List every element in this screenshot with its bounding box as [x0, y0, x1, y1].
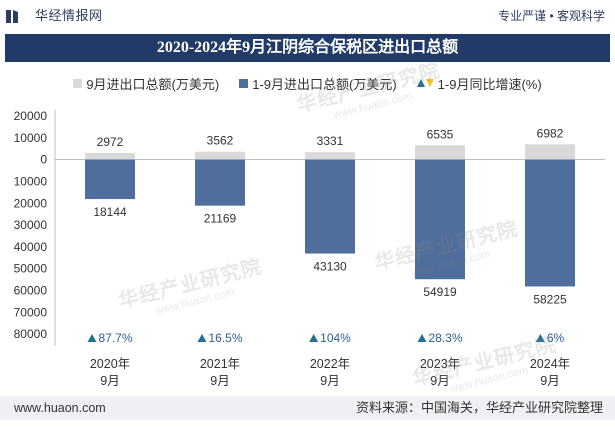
- bar-september-total: [305, 152, 355, 160]
- y-tick-label: 40000: [14, 240, 48, 254]
- value-label-september-total: 6982: [537, 126, 564, 140]
- value-label-september-total: 6535: [427, 127, 454, 141]
- legend-swatch-jan-sep-total: [239, 78, 249, 88]
- growth-label: 104%: [320, 331, 351, 345]
- x-tick-label: 2023年: [420, 357, 460, 371]
- growth-label: 6%: [547, 331, 565, 345]
- growth-label-group: 16.5%: [197, 331, 243, 345]
- growth-label-group: 87.7%: [87, 331, 133, 345]
- growth-up-icon: [417, 334, 427, 342]
- bar-jan-sep-total: [195, 159, 245, 206]
- footer-source: 资料来源：中国海关，华经产业研究院整理: [355, 400, 603, 415]
- legend-label-growth: 1-9月同比增速(%): [437, 76, 542, 92]
- title-bar: 2020-2024年9月江阴综合保税区进出口总额: [5, 34, 610, 62]
- logo-text: 华经情报网: [35, 8, 103, 23]
- legend-label-jan-sep-total: 1-9月进出口总额(万美元): [252, 76, 397, 92]
- bar-september-total: [85, 153, 135, 160]
- legend-item-jan-sep-total: 1-9月进出口总额(万美元): [239, 74, 397, 93]
- legend-item-september-total: 9月进出口总额(万美元): [73, 74, 219, 93]
- y-tick-label: 30000: [14, 218, 48, 232]
- legend-label-september-total: 9月进出口总额(万美元): [86, 76, 220, 92]
- x-tick-label: 2021年: [200, 357, 240, 371]
- footer-website: www.huaon.com: [14, 401, 106, 415]
- x-tick-label: 9月: [210, 374, 229, 388]
- y-tick-label: 0: [40, 153, 47, 167]
- bar-jan-sep-total: [305, 159, 355, 254]
- value-label-september-total: 3562: [207, 134, 234, 148]
- trend-down-icon: [425, 79, 434, 87]
- bar-jan-sep-total: [85, 159, 135, 200]
- legend: 9月进出口总额(万美元) 1-9月进出口总额(万美元) 1-9月同比增速(%): [0, 74, 615, 92]
- y-tick-label: 10000: [14, 131, 48, 145]
- x-tick-label: 9月: [320, 374, 339, 388]
- x-tick-label: 2024年: [530, 357, 570, 371]
- growth-label-group: 28.3%: [417, 331, 463, 345]
- growth-up-icon: [197, 334, 207, 342]
- growth-up-icon: [309, 334, 319, 342]
- footer: www.huaon.com 资料来源：中国海关，华经产业研究院整理: [0, 396, 615, 420]
- y-tick-label: 50000: [14, 262, 48, 276]
- chart-title: 2020-2024年9月江阴综合保税区进出口总额: [156, 39, 459, 56]
- legend-item-growth: 1-9月同比增速(%): [416, 74, 542, 93]
- value-label-jan-sep-total: 58225: [533, 292, 567, 306]
- y-tick-label: 70000: [14, 305, 48, 319]
- bar-jan-sep-total: [525, 159, 575, 287]
- slogan: 专业严谨 • 客观科学: [498, 9, 605, 23]
- growth-label: 87.7%: [98, 331, 132, 345]
- x-tick-label: 9月: [430, 374, 449, 388]
- trend-up-icon: [416, 79, 425, 87]
- bar-september-total: [415, 145, 465, 160]
- value-label-jan-sep-total: 43130: [313, 260, 347, 274]
- value-label-jan-sep-total: 54919: [423, 285, 457, 299]
- x-tick-label: 2020年: [90, 357, 130, 371]
- growth-label-group: 6%: [535, 331, 565, 345]
- value-label-jan-sep-total: 18144: [93, 205, 127, 219]
- value-label-september-total: 3331: [317, 134, 344, 148]
- legend-swatch-september-total: [73, 78, 83, 88]
- bar-september-total: [525, 144, 575, 160]
- y-tick-label: 60000: [14, 284, 48, 298]
- growth-label: 28.3%: [428, 331, 462, 345]
- growth-up-icon: [87, 334, 97, 342]
- x-tick-label: 9月: [100, 374, 119, 388]
- growth-label: 16.5%: [208, 331, 242, 345]
- legend-growth-markers: [416, 79, 434, 87]
- growth-label-group: 104%: [309, 331, 351, 345]
- bar-september-total: [195, 151, 245, 160]
- logo-icon: [6, 9, 21, 24]
- header: 华经情报网 专业严谨 • 客观科学: [0, 0, 615, 30]
- y-tick-label: 10000: [14, 175, 48, 189]
- bar-jan-sep-total: [415, 159, 465, 280]
- value-label-jan-sep-total: 21169: [204, 212, 237, 226]
- x-tick-label: 9月: [540, 374, 559, 388]
- y-tick-label: 20000: [14, 109, 48, 123]
- growth-up-icon: [535, 334, 545, 342]
- x-tick-label: 2022年: [310, 357, 350, 371]
- value-label-september-total: 2972: [97, 135, 124, 149]
- y-tick-label: 20000: [14, 196, 48, 210]
- y-tick-label: 80000: [14, 327, 48, 341]
